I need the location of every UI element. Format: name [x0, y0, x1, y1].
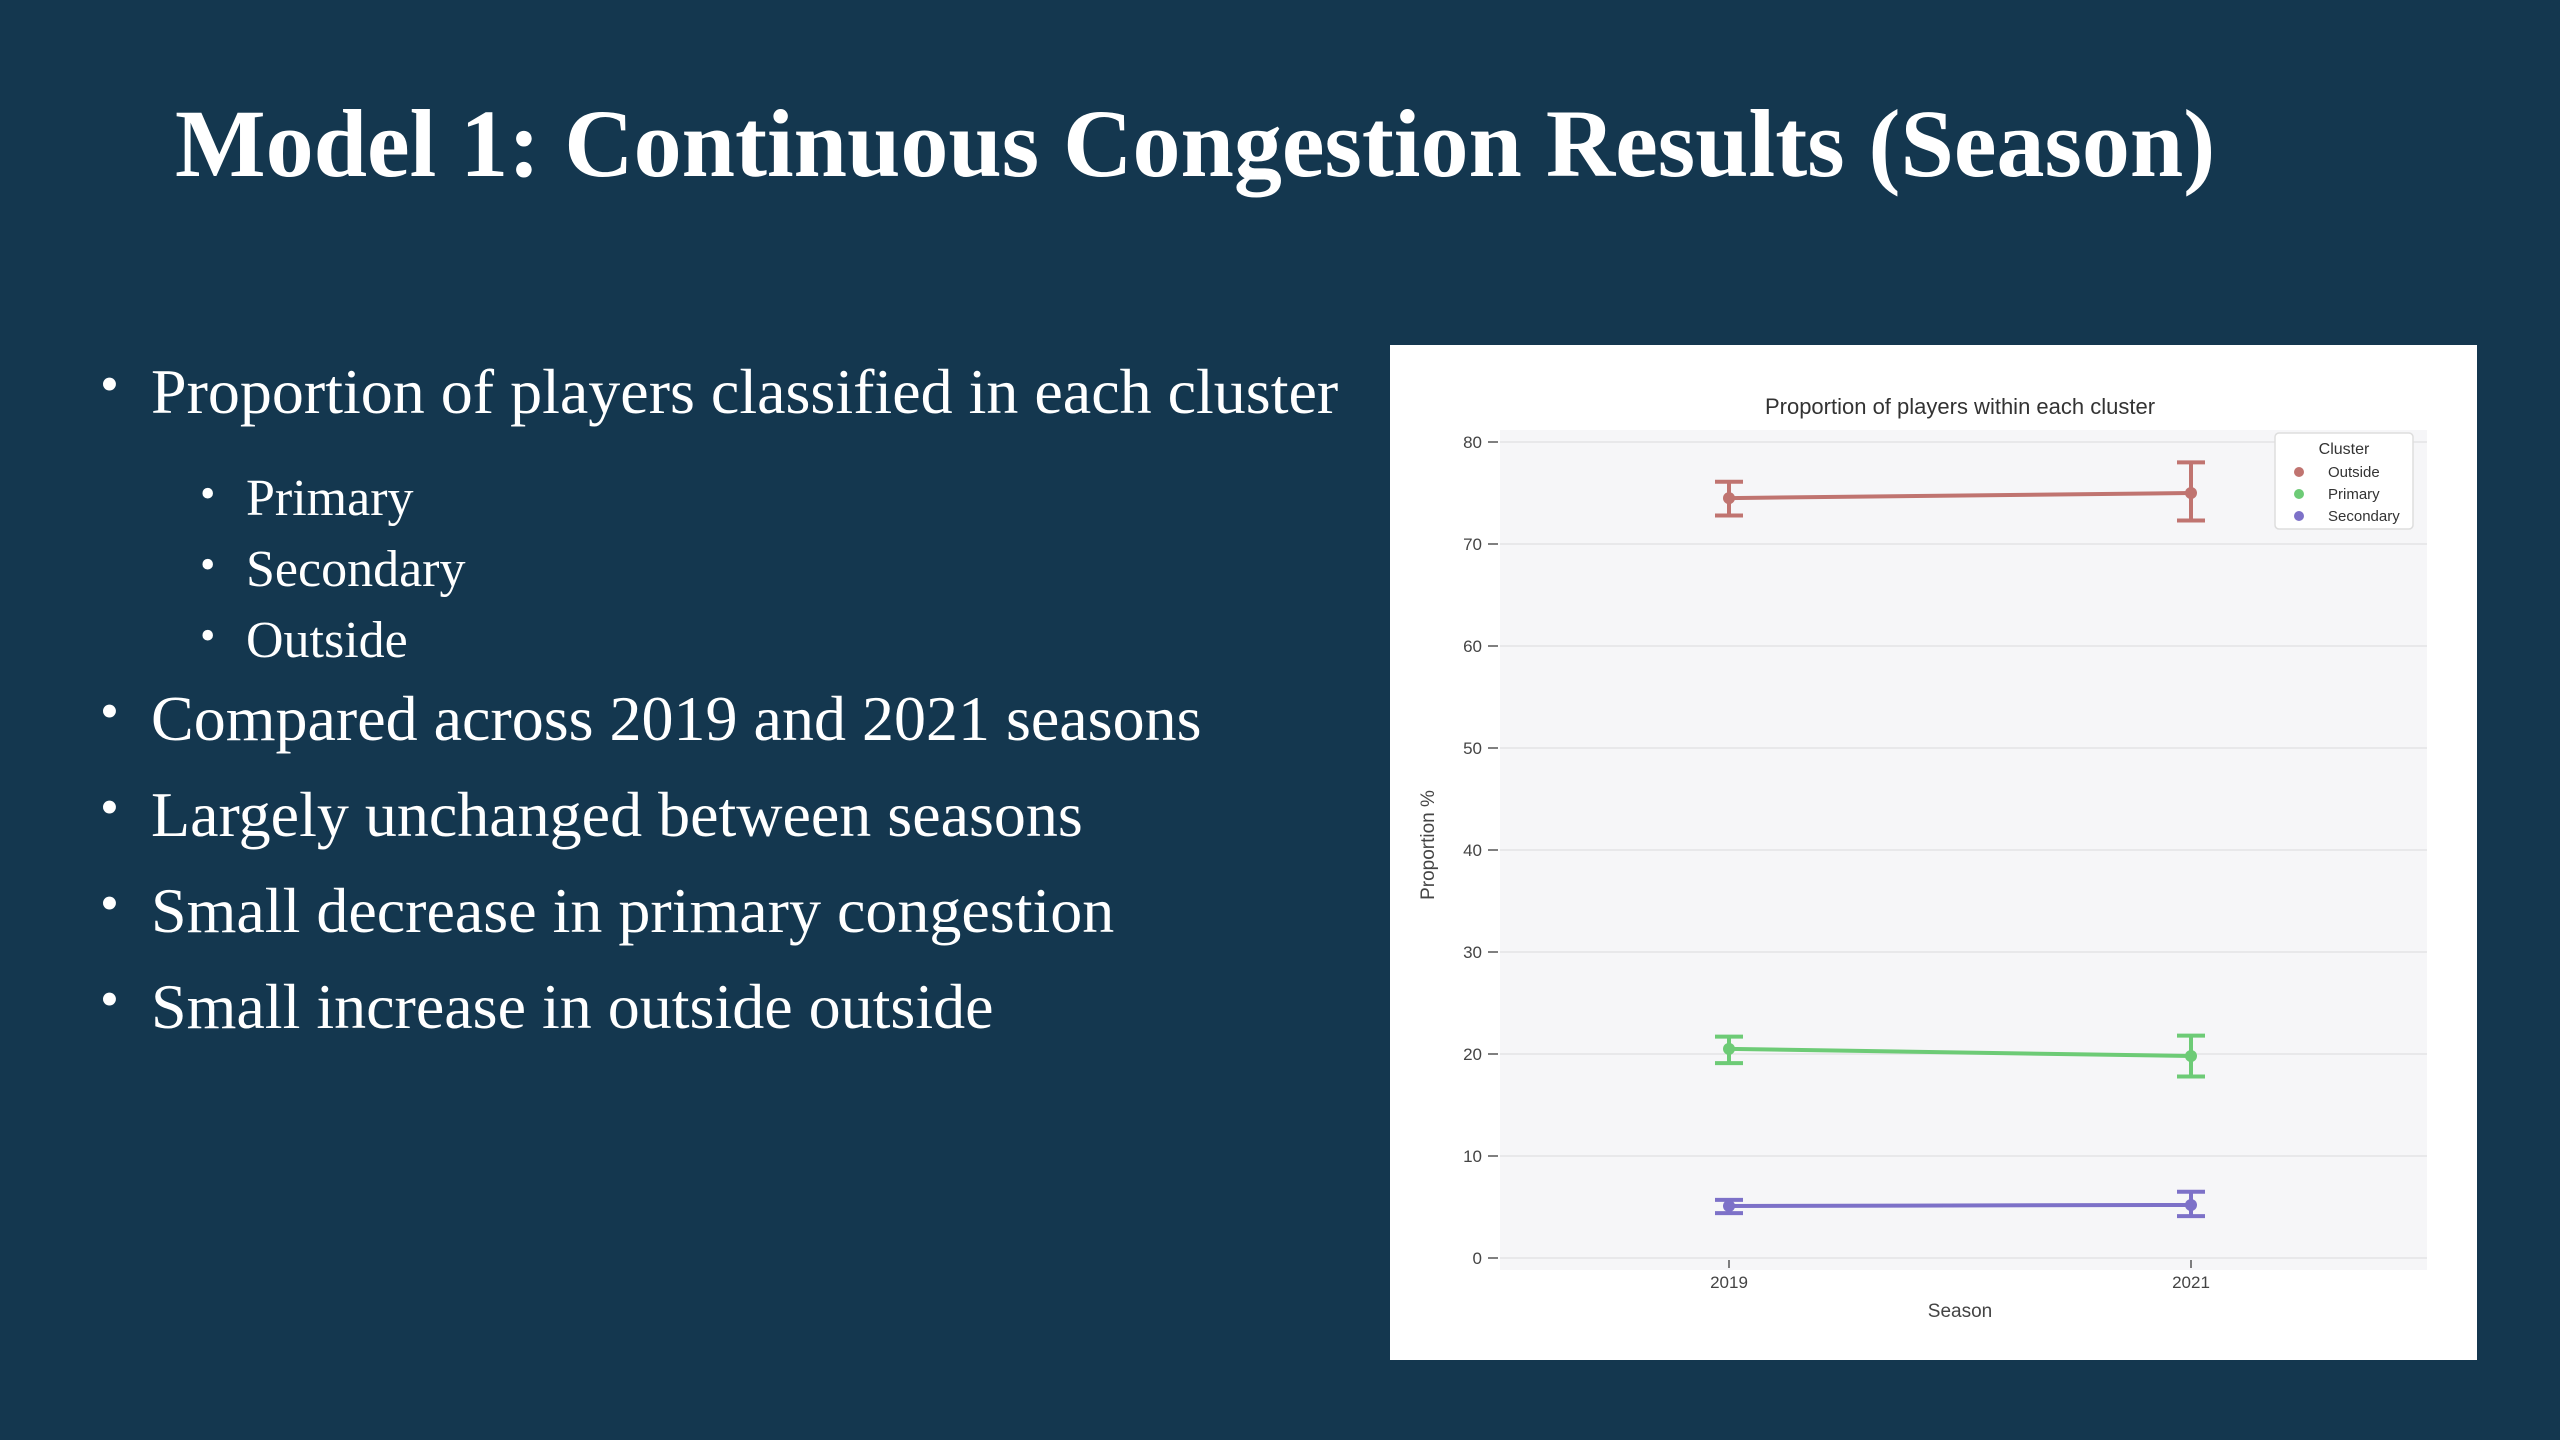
slide-title: Model 1: Continuous Congestion Results (…	[175, 90, 2216, 197]
legend-label: Primary	[2328, 486, 2380, 503]
y-tick-label: 0	[1473, 1249, 1482, 1268]
data-point	[1723, 1199, 1735, 1212]
legend-title: Cluster	[2319, 441, 2370, 458]
sub-bullet-item: • Primary	[100, 469, 1380, 540]
y-tick-label: 80	[1463, 433, 1482, 452]
x-axis-label: Season	[1928, 1301, 1992, 1322]
bullet-dot-icon: •	[200, 540, 216, 589]
bullet-dot-icon: •	[100, 873, 119, 933]
bullet-dot-icon: •	[100, 681, 119, 741]
legend-label: Outside	[2328, 464, 2380, 481]
y-tick-label: 50	[1463, 739, 1482, 758]
bullet-text: Small increase in outside outside	[151, 971, 994, 1042]
data-point	[1723, 492, 1735, 505]
bullet-item: • Proportion of players classified in eac…	[100, 354, 1380, 451]
bullet-dot-icon: •	[100, 969, 119, 1029]
line-chart: 0 10 20 30 40 50 60 70 80 2019 2021 Proportion of p…	[1418, 394, 2427, 1322]
data-point	[1723, 1042, 1735, 1055]
y-tick-label: 70	[1463, 535, 1482, 554]
sub-bullet-item: • Outside	[100, 611, 1380, 682]
legend-marker	[2294, 511, 2304, 521]
bullet-text: Largely unchanged between seasons	[151, 779, 1083, 850]
bullet-list: • Proportion of players classified in eac…	[100, 354, 1380, 1066]
x-tick-label: 2019	[1710, 1273, 1748, 1292]
legend-marker	[2294, 467, 2304, 477]
y-tick-label: 10	[1463, 1147, 1482, 1166]
bullet-item: • Largely unchanged between seasons	[100, 777, 1380, 874]
bullet-text: Compared across 2019 and 2021 seasons	[151, 683, 1202, 754]
y-tick-label: 40	[1463, 841, 1482, 860]
legend-box	[2274, 432, 2414, 530]
data-point	[2185, 487, 2197, 499]
bullet-dot-icon: •	[100, 777, 119, 837]
y-tick-label: 30	[1463, 943, 1482, 962]
bullet-text: Outside	[246, 612, 408, 669]
bullet-text: Primary	[246, 470, 414, 527]
data-point	[2185, 1198, 2197, 1211]
bullet-dot-icon: •	[200, 611, 216, 660]
chart-panel: 0 10 20 30 40 50 60 70 80 2019 2021 Proportion of p…	[1390, 345, 2477, 1360]
series-line	[1728, 1202, 2192, 1208]
bullet-item: • Small decrease in primary congestion	[100, 873, 1380, 970]
series-line	[1728, 1046, 2192, 1059]
bullet-text: Small decrease in primary congestion	[151, 875, 1115, 946]
series-line	[1728, 491, 2192, 501]
data-point	[2185, 1050, 2197, 1063]
chart-title: Proportion of players within each cluste…	[1765, 394, 2155, 419]
bullet-dot-icon: •	[100, 354, 119, 414]
x-tick-label: 2021	[2172, 1273, 2210, 1292]
legend-label: Secondary	[2328, 508, 2400, 525]
y-axis-label: Proportion %	[1418, 790, 1439, 900]
y-tick-label: 60	[1463, 637, 1482, 656]
bullet-text: Proportion of players classified in each…	[151, 356, 1339, 427]
bullet-item: • Small increase in outside outside	[100, 969, 1380, 1066]
sub-bullet-item: • Secondary	[100, 540, 1380, 611]
legend-marker	[2294, 489, 2304, 499]
bullet-item: • Compared across 2019 and 2021 seasons	[100, 681, 1380, 778]
bullet-dot-icon: •	[200, 469, 216, 518]
y-tick-label: 20	[1463, 1045, 1482, 1064]
bullet-text: Secondary	[246, 541, 466, 598]
